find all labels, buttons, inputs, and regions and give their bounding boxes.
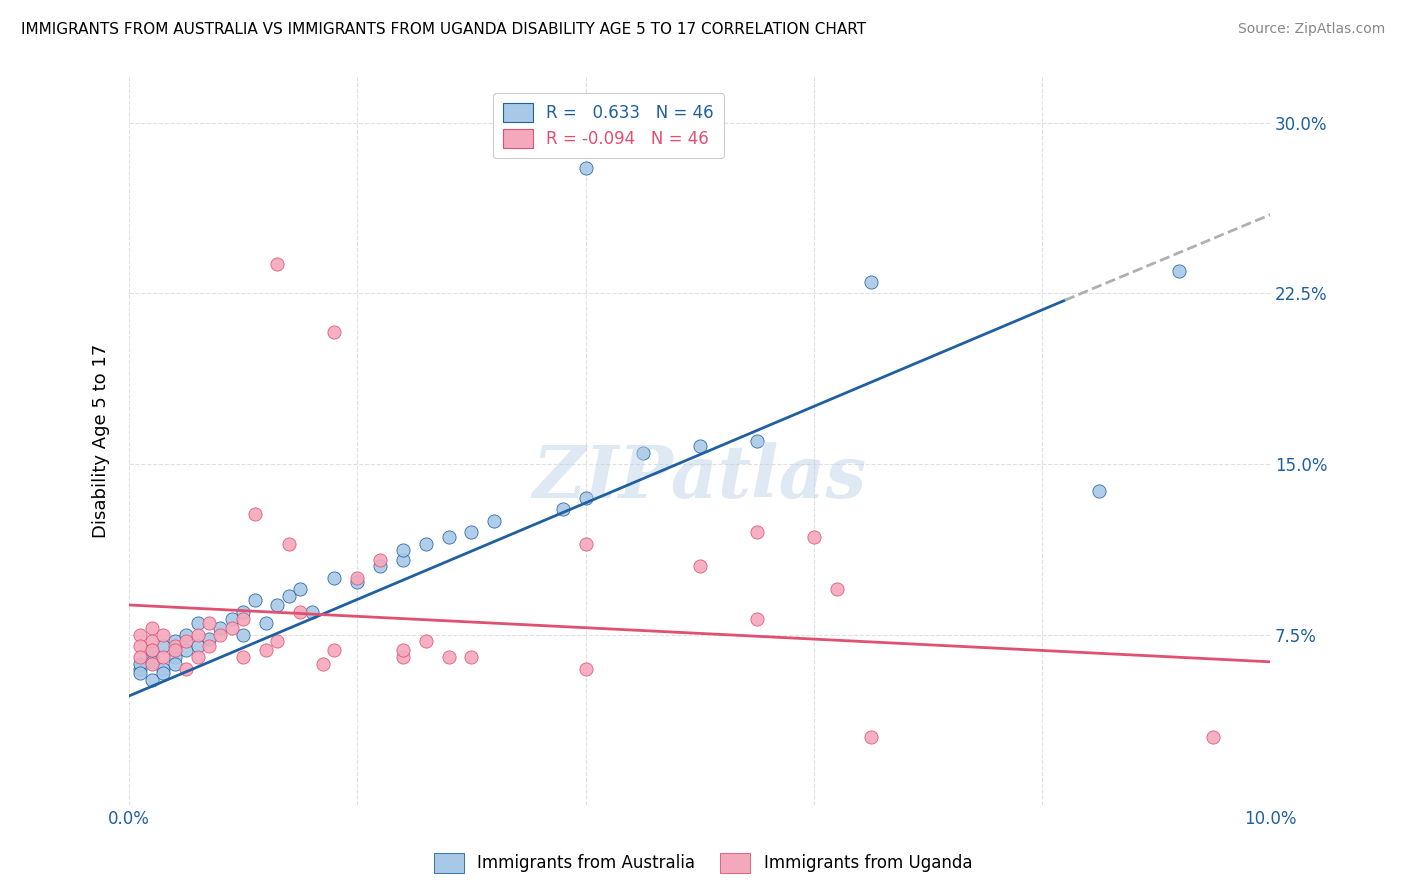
Point [277,536,299,550]
Legend: R =   0.633   N = 46, R = -0.094   N = 46: R = 0.633 N = 46, R = -0.094 N = 46 [494,93,724,158]
Point [163,650,186,665]
Point [1168,263,1191,277]
Point [141,634,163,648]
Point [152,650,174,665]
Text: ZIPatlas: ZIPatlas [533,442,866,513]
Point [129,639,152,653]
Point [232,605,254,619]
Point [392,643,415,657]
Point [174,662,197,676]
Point [266,257,288,271]
Point [163,639,186,653]
Point [152,639,174,653]
Point [129,657,152,672]
Point [631,445,654,459]
Point [437,530,460,544]
Point [323,571,346,585]
Point [141,655,163,669]
Point [129,650,152,665]
Point [163,657,186,672]
Point [484,514,506,528]
Point [745,525,768,540]
Point [209,627,232,641]
Point [243,593,266,607]
Point [574,491,596,505]
Point [266,634,288,648]
Point [460,525,482,540]
Point [232,612,254,626]
Point [152,662,174,676]
Point [129,662,152,676]
Point [254,616,277,631]
Point [346,571,368,585]
Point [301,605,323,619]
Point [551,502,574,516]
Point [803,530,825,544]
Point [745,434,768,449]
Point [277,589,299,603]
Point [141,621,163,635]
Y-axis label: Disability Age 5 to 17: Disability Age 5 to 17 [93,344,110,539]
Point [141,643,163,657]
Point [1088,484,1111,499]
Point [368,559,391,574]
Point [859,730,882,744]
Point [368,552,391,566]
Point [392,543,415,558]
Point [415,634,437,648]
Point [290,605,312,619]
Point [574,662,596,676]
Point [460,650,482,665]
Point [221,621,243,635]
Legend: Immigrants from Australia, Immigrants from Uganda: Immigrants from Australia, Immigrants fr… [427,847,979,880]
Point [266,598,288,612]
Point [152,627,174,641]
Point [187,627,209,641]
Point [323,325,346,339]
Point [1202,730,1225,744]
Point [323,643,346,657]
Point [129,627,152,641]
Point [437,650,460,665]
Point [745,612,768,626]
Point [174,643,197,657]
Point [198,632,221,646]
Point [163,634,186,648]
Point [209,621,232,635]
Point [243,507,266,521]
Point [152,666,174,681]
Point [141,650,163,665]
Point [187,639,209,653]
Point [187,650,209,665]
Point [689,559,711,574]
Point [141,643,163,657]
Text: Source: ZipAtlas.com: Source: ZipAtlas.com [1237,22,1385,37]
Point [198,639,221,653]
Point [174,634,197,648]
Point [163,643,186,657]
Point [174,627,197,641]
Point [312,657,335,672]
Point [415,536,437,550]
Point [392,552,415,566]
Point [254,643,277,657]
Point [574,536,596,550]
Point [232,627,254,641]
Point [198,616,221,631]
Point [574,161,596,176]
Point [232,650,254,665]
Point [221,612,243,626]
Text: IMMIGRANTS FROM AUSTRALIA VS IMMIGRANTS FROM UGANDA DISABILITY AGE 5 TO 17 CORRE: IMMIGRANTS FROM AUSTRALIA VS IMMIGRANTS … [21,22,866,37]
Point [859,275,882,289]
Point [689,439,711,453]
Point [141,657,163,672]
Point [187,616,209,631]
Point [346,575,368,590]
Point [141,673,163,687]
Point [290,582,312,596]
Point [825,582,848,596]
Point [129,666,152,681]
Point [392,650,415,665]
